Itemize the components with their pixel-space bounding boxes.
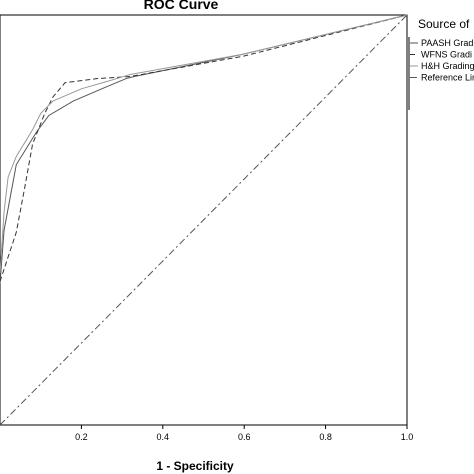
series-line-paash-gradi (0, 14, 408, 284)
chart-title: ROC Curve (144, 0, 219, 12)
series-layer (0, 14, 408, 426)
series-line-wfns-gradi (0, 14, 408, 282)
x-axis: 0.2 0.4 0.6 0.8 1.0 (75, 425, 413, 442)
legend-item-label: Reference Lin (421, 73, 474, 83)
series-line-reference-lin (0, 14, 408, 426)
x-tick-label: 0.6 (238, 432, 251, 442)
x-tick-label: 0.4 (157, 432, 170, 442)
x-tick-label: 1.0 (401, 432, 414, 442)
legend-item-label: PAASH Gradi (421, 38, 474, 48)
x-axis-label: 1 - Specificity (156, 459, 234, 473)
legend-item-label: H&H Grading (421, 61, 474, 71)
legend-title: Source of (418, 17, 470, 31)
x-tick-label: 0.8 (319, 432, 332, 442)
series-line-h-h-grading (0, 14, 408, 274)
x-tick-label: 0.2 (75, 432, 88, 442)
legend-item-label: WFNS Gradi (421, 50, 472, 60)
